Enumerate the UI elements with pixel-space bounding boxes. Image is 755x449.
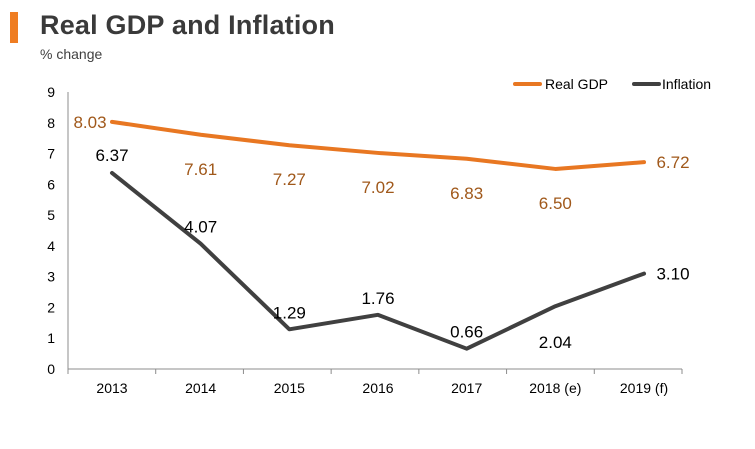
inflation-data-label: 4.07 — [184, 218, 217, 237]
y-tick-label: 7 — [47, 146, 55, 162]
chart-axes: 0 1 2 3 4 5 6 7 8 9 2013 2014 2015 2016 2017 2018 (e) 20… — [47, 84, 683, 396]
legend-real-gdp-label: Real GDP — [545, 76, 608, 92]
inflation-data-label: 1.29 — [273, 303, 306, 322]
real-gdp-data-label: 7.02 — [361, 178, 394, 197]
real-gdp-data-label: 6.83 — [450, 184, 483, 203]
chart-data-labels: 8.03 7.61 7.27 7.02 6.83 6.50 6.72 6.37 4.07 1.29… — [73, 113, 689, 352]
chart-legend: Real GDP Inflation — [513, 76, 711, 92]
inflation-data-label: 3.10 — [656, 265, 689, 284]
y-tick-label: 8 — [47, 115, 55, 131]
chart-title: Real GDP and Inflation — [40, 10, 335, 40]
inflation-data-label: 1.76 — [361, 289, 394, 308]
title-accent-bar — [10, 12, 18, 43]
y-tick-label: 3 — [47, 269, 55, 285]
real-gdp-line — [110, 119, 647, 171]
y-tick-label: 1 — [47, 330, 55, 346]
x-tick-label: 2015 — [274, 380, 305, 396]
y-tick-label: 4 — [47, 238, 55, 254]
inflation-line — [110, 170, 647, 351]
real-gdp-data-label: 7.61 — [184, 160, 217, 179]
real-gdp-data-label: 6.50 — [539, 194, 572, 213]
x-tick-label: 2014 — [185, 380, 216, 396]
y-tick-label: 5 — [47, 207, 55, 223]
real-gdp-data-label: 6.72 — [656, 153, 689, 172]
x-tick-label: 2017 — [451, 380, 482, 396]
chart-series — [110, 119, 647, 351]
y-tick-label: 6 — [47, 176, 55, 192]
chart-subtitle: % change — [40, 46, 103, 62]
y-tick-label: 2 — [47, 299, 55, 315]
x-tick-label: 2016 — [362, 380, 393, 396]
inflation-data-label: 6.37 — [95, 146, 128, 165]
real-gdp-data-label: 7.27 — [273, 170, 306, 189]
legend-inflation-label: Inflation — [662, 76, 711, 92]
inflation-data-label: 0.66 — [450, 323, 483, 342]
x-tick-label: 2018 (e) — [529, 380, 581, 396]
x-tick-label: 2019 (f) — [620, 380, 668, 396]
real-gdp-data-label: 8.03 — [73, 113, 106, 132]
y-tick-label: 0 — [47, 361, 55, 377]
inflation-data-label: 2.04 — [539, 333, 572, 352]
y-tick-label: 9 — [47, 84, 55, 100]
x-tick-label: 2013 — [96, 380, 127, 396]
